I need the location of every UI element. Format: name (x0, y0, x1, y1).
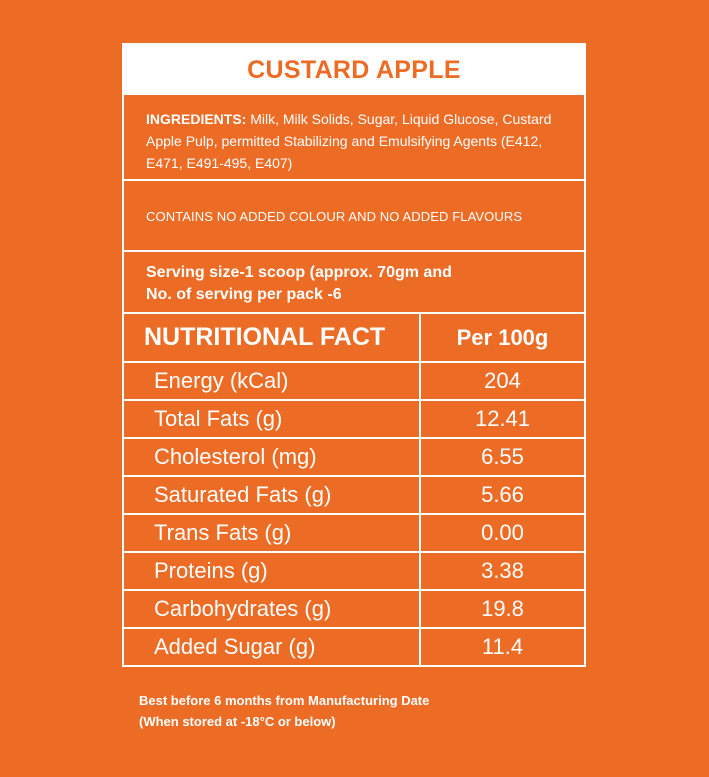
table-row: Trans Fats (g) 0.00 (124, 513, 584, 552)
nutrient-value: 0.00 (420, 513, 584, 552)
storage-note-line-1: Best before 6 months from Manufacturing … (139, 693, 430, 708)
nutrient-name: Trans Fats (g) (124, 513, 421, 552)
table-row: Proteins (g) 3.38 (124, 551, 584, 590)
ingredients-section: INGREDIENTS: Milk, Milk Solids, Sugar, L… (124, 95, 584, 181)
nutrient-name: Proteins (g) (124, 551, 421, 590)
nutrient-value: 6.55 (420, 437, 584, 476)
nutrient-name: Saturated Fats (g) (124, 475, 421, 514)
nutrient-name: Carbohydrates (g) (124, 589, 421, 628)
serving-line-2: No. of serving per pack -6 (146, 286, 342, 303)
nutrient-value: 19.8 (420, 589, 584, 628)
nutrition-label: CUSTARD APPLE INGREDIENTS: Milk, Milk So… (122, 43, 586, 667)
contains-note: CONTAINS NO ADDED COLOUR AND NO ADDED FL… (146, 209, 523, 224)
nutrient-name: Added Sugar (g) (124, 627, 421, 665)
storage-note: Best before 6 months from Manufacturing … (139, 690, 429, 732)
table-row: Energy (kCal) 204 (124, 361, 584, 400)
product-title: CUSTARD APPLE (247, 55, 461, 84)
nutrition-header-value: Per 100g (456, 324, 549, 350)
table-row: Cholesterol (mg) 6.55 (124, 437, 584, 476)
table-row: Added Sugar (g) 11.4 (124, 627, 584, 665)
nutrient-name: Cholesterol (mg) (124, 437, 421, 476)
ingredients-label: INGREDIENTS: (146, 111, 247, 127)
nutrient-name: Energy (kCal) (124, 361, 421, 400)
table-row: Total Fats (g) 12.41 (124, 399, 584, 438)
nutrient-value: 204 (420, 361, 584, 400)
nutrient-value: 11.4 (420, 627, 584, 665)
nutrient-value: 12.41 (420, 399, 584, 438)
contains-note-section: CONTAINS NO ADDED COLOUR AND NO ADDED FL… (124, 181, 584, 252)
nutrition-header-row: NUTRITIONAL FACT Per 100g (124, 314, 584, 362)
table-row: Carbohydrates (g) 19.8 (124, 589, 584, 628)
product-title-bar: CUSTARD APPLE (124, 45, 584, 95)
serving-line-1: Serving size-1 scoop (approx. 70gm and (146, 264, 452, 281)
storage-note-line-2: (When stored at -18°C or below) (139, 714, 336, 729)
nutrition-table: NUTRITIONAL FACT Per 100g Energy (kCal) … (124, 314, 584, 665)
nutrient-name: Total Fats (g) (124, 399, 421, 438)
nutrient-value: 5.66 (420, 475, 584, 514)
ingredients-text: Milk, Milk Solids, Sugar, Liquid Glucose… (146, 111, 552, 171)
table-row: Saturated Fats (g) 5.66 (124, 475, 584, 514)
nutrient-value: 3.38 (420, 551, 584, 590)
nutrition-header-name: NUTRITIONAL FACT (124, 314, 421, 362)
serving-section: Serving size-1 scoop (approx. 70gm and N… (124, 252, 584, 314)
